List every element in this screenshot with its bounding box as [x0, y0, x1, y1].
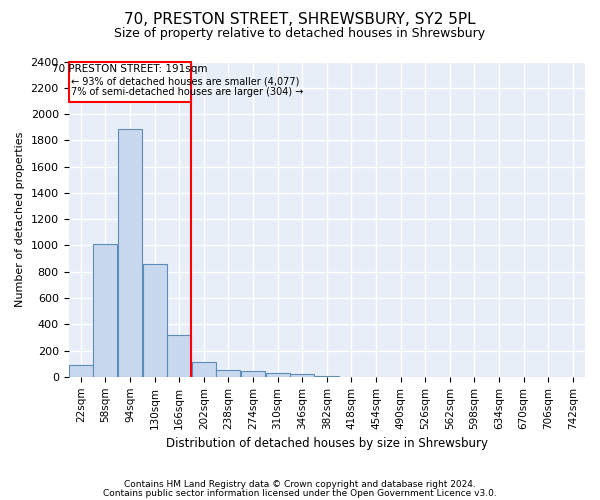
Bar — [217, 370, 241, 377]
Text: Contains HM Land Registry data © Crown copyright and database right 2024.: Contains HM Land Registry data © Crown c… — [124, 480, 476, 489]
Text: ← 93% of detached houses are smaller (4,077): ← 93% of detached houses are smaller (4,… — [71, 76, 299, 86]
FancyBboxPatch shape — [68, 62, 191, 102]
Text: 70 PRESTON STREET: 191sqm: 70 PRESTON STREET: 191sqm — [52, 64, 208, 74]
Bar — [143, 264, 167, 377]
Bar — [290, 374, 314, 377]
Text: Contains public sector information licensed under the Open Government Licence v3: Contains public sector information licen… — [103, 488, 497, 498]
Bar — [241, 371, 265, 377]
Text: 7% of semi-detached houses are larger (304) →: 7% of semi-detached houses are larger (3… — [71, 88, 304, 98]
Bar — [167, 335, 191, 377]
Bar — [118, 128, 142, 377]
Bar — [266, 373, 290, 377]
Bar — [192, 362, 216, 377]
Y-axis label: Number of detached properties: Number of detached properties — [15, 132, 25, 307]
Bar — [315, 376, 339, 377]
Text: 70, PRESTON STREET, SHREWSBURY, SY2 5PL: 70, PRESTON STREET, SHREWSBURY, SY2 5PL — [124, 12, 476, 28]
Bar — [94, 244, 118, 377]
X-axis label: Distribution of detached houses by size in Shrewsbury: Distribution of detached houses by size … — [166, 437, 488, 450]
Bar — [69, 365, 93, 377]
Text: Size of property relative to detached houses in Shrewsbury: Size of property relative to detached ho… — [115, 28, 485, 40]
